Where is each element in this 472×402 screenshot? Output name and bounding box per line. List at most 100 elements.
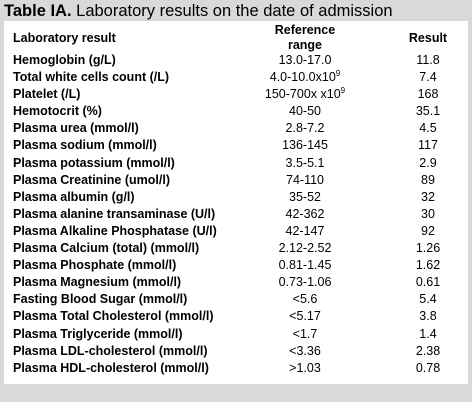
table-row: Fasting Blood Sugar (mmol/l) <5.6 5.4 <box>4 291 468 308</box>
cell-laboratory-result: Fasting Blood Sugar (mmol/l) <box>13 292 188 307</box>
cell-reference-range: 2.8-7.2 <box>254 120 356 137</box>
table-row: Plasma urea (mmol/l) 2.8-7.2 4.5 <box>4 120 468 137</box>
cell-reference-range-value: 150-700x x10 <box>264 87 341 102</box>
table-title-text: Laboratory results on the date of admiss… <box>76 2 393 20</box>
cell-result: 2.9 <box>419 155 437 170</box>
cell-result: 32 <box>421 189 435 204</box>
table-row: Hemotocrit (%) 40-50 35.1 <box>4 103 468 120</box>
cell-result: 4.5 <box>419 121 437 136</box>
cell-reference-range: <5.17 <box>254 308 356 325</box>
cell-result: 2.38 <box>415 343 441 358</box>
cell-reference-range: 40-50 <box>254 103 356 120</box>
cell-reference-range: 136-145 <box>254 137 356 154</box>
cell-laboratory-result: Plasma Magnesium (mmol/l) <box>13 275 182 290</box>
cell-reference-range-value: 13.0-17.0 <box>278 53 332 67</box>
cell-result: 5.4 <box>419 292 437 307</box>
cell-laboratory-result: Plasma LDL-cholesterol (mmol/l) <box>13 343 208 358</box>
cell-reference-range-value: 42-147 <box>285 223 325 238</box>
cell-reference-range-value: 2.12-2.52 <box>278 241 332 256</box>
table-title-label: Table IA. <box>4 2 72 20</box>
cell-result: 35.1 <box>415 104 441 119</box>
cell-laboratory-result: Plasma Creatinine (umol/l) <box>13 172 170 187</box>
header-reference-range-line1: Reference <box>274 23 336 37</box>
cell-result: 117 <box>418 138 438 153</box>
cell-result: 92 <box>421 223 435 238</box>
cell-laboratory-result: Plasma alanine transaminase (U/l) <box>13 206 216 221</box>
table-row: Plasma Triglyceride (mmol/l) <1.7 1.4 <box>4 326 468 343</box>
table-row: Plasma potassium (mmol/l) 3.5-5.1 2.9 <box>4 155 468 172</box>
cell-reference-range: 35-52 <box>254 189 356 206</box>
cell-laboratory-result: Platelet (/L) <box>13 87 81 102</box>
cell-laboratory-result: Plasma urea (mmol/l) <box>13 121 139 136</box>
cell-reference-range-exponent: 9 <box>340 86 346 96</box>
table-rows: Hemoglobin (g/L) 13.0-17.0 11.8 Total white… <box>4 52 468 377</box>
cell-reference-range-value: >1.03 <box>289 360 321 375</box>
cell-reference-range: 3.5-5.1 <box>254 155 356 172</box>
cell-laboratory-result: Plasma Phosphate (mmol/l) <box>13 258 177 273</box>
cell-reference-range-value: 4.0-10.0x10 <box>269 70 336 85</box>
cell-laboratory-result: Plasma Calcium (total) (mmol/l) <box>13 241 200 256</box>
table-row: Plasma LDL-cholesterol (mmol/l) <3.36 2.38 <box>4 343 468 360</box>
cell-reference-range-value: 136-145 <box>282 138 328 153</box>
cell-result: 168 <box>417 87 439 102</box>
header-reference-range-line2: range <box>287 38 323 52</box>
table-row: Plasma Calcium (total) (mmol/l) 2.12-2.52… <box>4 240 468 257</box>
cell-reference-range-value: <3.36 <box>289 343 321 358</box>
cell-laboratory-result: Plasma potassium (mmol/l) <box>13 155 175 170</box>
cell-laboratory-result: Plasma Total Cholesterol (mmol/l) <box>13 309 214 324</box>
cell-reference-range: 42-362 <box>254 206 356 223</box>
cell-result: 11.8 <box>416 53 440 67</box>
cell-result: 0.61 <box>415 275 441 290</box>
header-result: Result <box>408 31 448 45</box>
cell-reference-range: <1.7 <box>254 326 356 343</box>
table-row: Plasma sodium (mmol/l) 136-145 117 <box>4 137 468 154</box>
cell-reference-range: <3.36 <box>254 343 356 360</box>
cell-reference-range: <5.6 <box>254 291 356 308</box>
cell-reference-range-value: 0.81-1.45 <box>278 258 332 273</box>
cell-reference-range: >1.03 <box>254 360 356 377</box>
cell-reference-range-value: 74-110 <box>286 172 324 187</box>
header-reference-range: Reference range <box>256 23 354 53</box>
table-row: Plasma Total Cholesterol (mmol/l) <5.17 3.… <box>4 308 468 325</box>
cell-reference-range: 42-147 <box>254 223 356 240</box>
cell-laboratory-result: Plasma sodium (mmol/l) <box>13 138 157 153</box>
table-row: Plasma HDL-cholesterol (mmol/l) >1.03 0.78 <box>4 360 468 377</box>
cell-result: 30 <box>421 206 435 221</box>
cell-laboratory-result: Plasma albumin (g/l) <box>13 189 135 204</box>
cell-reference-range: 150-700x x109 <box>254 86 356 103</box>
cell-reference-range: 74-110 <box>254 172 356 189</box>
cell-reference-range: 2.12-2.52 <box>254 240 356 257</box>
table-title: Table IA. Laboratory results on the date… <box>4 1 393 21</box>
cell-result: 3.8 <box>419 309 437 324</box>
cell-laboratory-result: Plasma Alkaline Phosphatase (U/l) <box>13 223 217 238</box>
table-row: Hemoglobin (g/L) 13.0-17.0 11.8 <box>4 52 468 69</box>
cell-laboratory-result: Plasma HDL-cholesterol (mmol/l) <box>13 360 209 375</box>
cell-reference-range-value: 40-50 <box>289 104 321 119</box>
cell-laboratory-result: Total white cells count (/L) <box>13 70 170 85</box>
cell-reference-range-value: <1.7 <box>292 326 318 341</box>
table-row: Plasma Magnesium (mmol/l) 0.73-1.06 0.61 <box>4 274 468 291</box>
cell-reference-range: 13.0-17.0 <box>254 52 356 69</box>
table-row: Total white cells count (/L) 4.0-10.0x109… <box>4 69 468 86</box>
cell-reference-range-exponent: 9 <box>335 69 341 79</box>
table-body: Laboratory result Reference range Result… <box>4 21 468 384</box>
cell-result: 1.62 <box>415 258 441 273</box>
cell-reference-range-value: <5.17 <box>289 309 321 324</box>
cell-reference-range-value: 42-362 <box>285 206 325 221</box>
cell-reference-range: 0.73-1.06 <box>254 274 356 291</box>
cell-reference-range: 0.81-1.45 <box>254 257 356 274</box>
cell-reference-range-value: 2.8-7.2 <box>285 121 325 136</box>
cell-result: 1.4 <box>419 326 437 341</box>
table-row: Plasma Alkaline Phosphatase (U/l) 42-147 9… <box>4 223 468 240</box>
cell-result: 7.4 <box>419 70 437 85</box>
cell-result: 1.26 <box>415 241 441 256</box>
table-row: Plasma alanine transaminase (U/l) 42-362 3… <box>4 206 468 223</box>
cell-laboratory-result: Plasma Triglyceride (mmol/l) <box>13 326 183 341</box>
cell-laboratory-result: Hemotocrit (%) <box>13 104 102 119</box>
cell-result: 89 <box>421 172 435 187</box>
table-row: Plasma Phosphate (mmol/l) 0.81-1.45 1.62 <box>4 257 468 274</box>
cell-result: 0.78 <box>415 360 441 375</box>
cell-laboratory-result: Hemoglobin (g/L) <box>13 53 116 67</box>
cell-reference-range-value: 3.5-5.1 <box>285 155 325 170</box>
